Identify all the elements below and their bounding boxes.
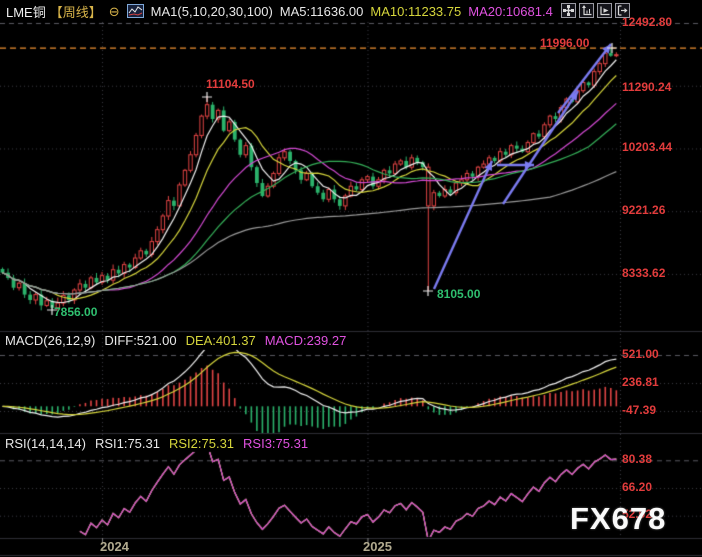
macd-params-label: MACD(26,12,9)	[5, 333, 96, 348]
rsi-axis-label: 66.20	[622, 480, 653, 494]
symbol-name[interactable]: LME铜	[6, 4, 46, 20]
move-icon[interactable]	[561, 3, 576, 18]
watermark: FX678	[570, 501, 667, 536]
macd-header: MACD(26,12,9) DIFF:521.00 DEA:401.37 MAC…	[5, 333, 346, 348]
rsi-params-label: RSI(14,14,14)	[5, 436, 86, 451]
dea-value: DEA:401.37	[185, 333, 256, 348]
top-bar: LME铜 【周线】 ⊖ MA1(5,10,20,30,100) MA5:1163…	[0, 0, 702, 22]
period-label[interactable]: 【周线】	[49, 4, 102, 20]
price-axis-label: 11290.24	[622, 80, 672, 94]
price-axis-label: 8333.62	[622, 266, 666, 280]
price-axis-label: 10203.44	[622, 140, 673, 154]
price-axis-label: 12492.80	[622, 15, 673, 29]
ma20-value: MA20:10681.4	[468, 3, 553, 19]
year-label-2025: 2025	[363, 539, 392, 554]
chart-thumbnail-icon[interactable]	[126, 4, 144, 18]
diff-value: DIFF:521.00	[104, 333, 177, 348]
rsi-axis-label: 52.02	[622, 507, 653, 521]
ma10-value: MA10:11233.75	[370, 3, 462, 19]
ma5-value: MA5:11636.00	[279, 3, 364, 19]
macd-value: MACD:239.27	[264, 333, 347, 348]
peak-2024-label: 11104.50	[206, 77, 255, 91]
crash-low-label: 8105.00	[437, 287, 481, 301]
rsi1-value: RSI1:75.31	[94, 436, 160, 451]
macd-axis-label: -47.39	[622, 403, 657, 417]
rsi-header: RSI(14,14,14) RSI1:75.31 RSI2:75.31 RSI3…	[5, 436, 308, 451]
macd-axis-label: 521.00	[622, 347, 659, 361]
rsi2-value: RSI2:75.31	[168, 436, 235, 451]
axis-scale-icon[interactable]	[579, 3, 594, 18]
year-label-2024: 2024	[100, 539, 129, 554]
price-axis-label: 9221.26	[622, 203, 666, 217]
ma-params-label: MA1(5,10,20,30,100)	[150, 3, 273, 19]
axis-play-icon[interactable]	[597, 3, 612, 18]
left-low-label: 7856.00	[54, 305, 98, 319]
chart-toolbar	[561, 3, 630, 18]
rsi-axis-label: 80.38	[622, 452, 653, 466]
macd-axis-label: 236.81	[622, 375, 659, 389]
rsi3-value: RSI3:75.31	[243, 436, 309, 451]
exit-right-icon[interactable]	[615, 3, 630, 18]
recent-high-label: 11996.00	[540, 36, 590, 50]
minus-circle-icon[interactable]: ⊖	[108, 3, 120, 19]
